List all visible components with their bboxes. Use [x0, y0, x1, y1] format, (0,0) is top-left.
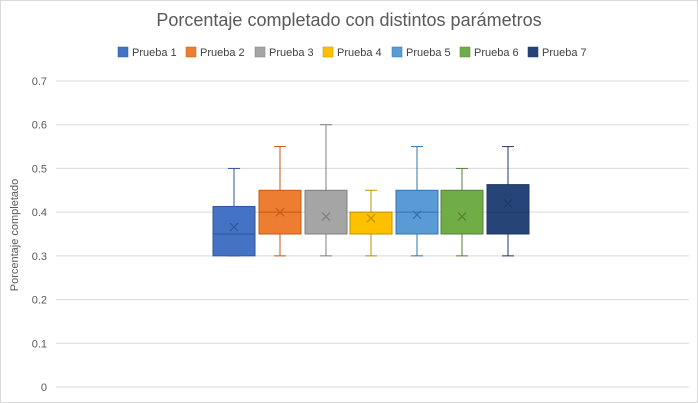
mean-marker — [321, 212, 331, 221]
box-1 — [212, 167, 256, 257]
legend-swatch — [391, 46, 403, 58]
y-axis-ticks: 0 0.1 0.2 0.3 0.4 0.5 0.6 0.7 — [32, 76, 47, 394]
legend-swatch — [254, 46, 266, 58]
y-tick-label: 0.1 — [32, 338, 47, 350]
legend-label: Prueba 2 — [200, 47, 245, 59]
iqr-box — [212, 205, 256, 257]
y-tick-label: 0.3 — [32, 251, 47, 263]
y-tick-label: 0.6 — [32, 120, 47, 132]
legend-label: Prueba 3 — [269, 47, 314, 59]
chart-title: Porcentaje completado con distintos pará… — [156, 10, 541, 30]
box-5 — [395, 146, 439, 257]
legend-swatch — [117, 46, 129, 58]
y-tick-label: 0.7 — [32, 76, 47, 88]
mean-marker — [275, 207, 285, 217]
legend-swatch — [527, 46, 539, 58]
legend-label: Prueba 5 — [406, 47, 451, 59]
legend-label: Prueba 1 — [132, 47, 177, 59]
iqr-box — [349, 211, 393, 235]
box-series — [212, 124, 530, 257]
box-7 — [486, 146, 530, 257]
mean-marker — [503, 198, 513, 208]
legend-swatch — [459, 46, 471, 58]
mean-marker — [229, 222, 239, 232]
legend-label: Prueba 7 — [542, 47, 587, 59]
y-axis-label: Porcentaje completado — [9, 179, 21, 292]
box-2 — [258, 146, 302, 257]
legend-swatch — [185, 46, 197, 58]
legend-label: Prueba 6 — [474, 47, 519, 59]
iqr-box — [486, 184, 530, 235]
mean-marker — [366, 213, 376, 223]
legend-swatch — [322, 46, 334, 58]
iqr-box — [304, 189, 348, 235]
box-6 — [440, 167, 484, 257]
y-tick-label: 0.2 — [32, 295, 47, 307]
y-tick-label: 0.5 — [32, 163, 47, 175]
mean-marker — [457, 212, 467, 221]
box-4 — [349, 189, 393, 257]
mean-marker — [412, 210, 422, 220]
legend: Prueba 1 Prueba 2 Prueba 3 Prueba 4 Prueba 5… — [117, 46, 587, 59]
legend-label: Prueba 4 — [337, 47, 382, 59]
y-tick-label: 0 — [41, 382, 47, 394]
y-tick-label: 0.4 — [32, 207, 47, 219]
box-3 — [304, 124, 348, 257]
iqr-box — [440, 189, 484, 235]
